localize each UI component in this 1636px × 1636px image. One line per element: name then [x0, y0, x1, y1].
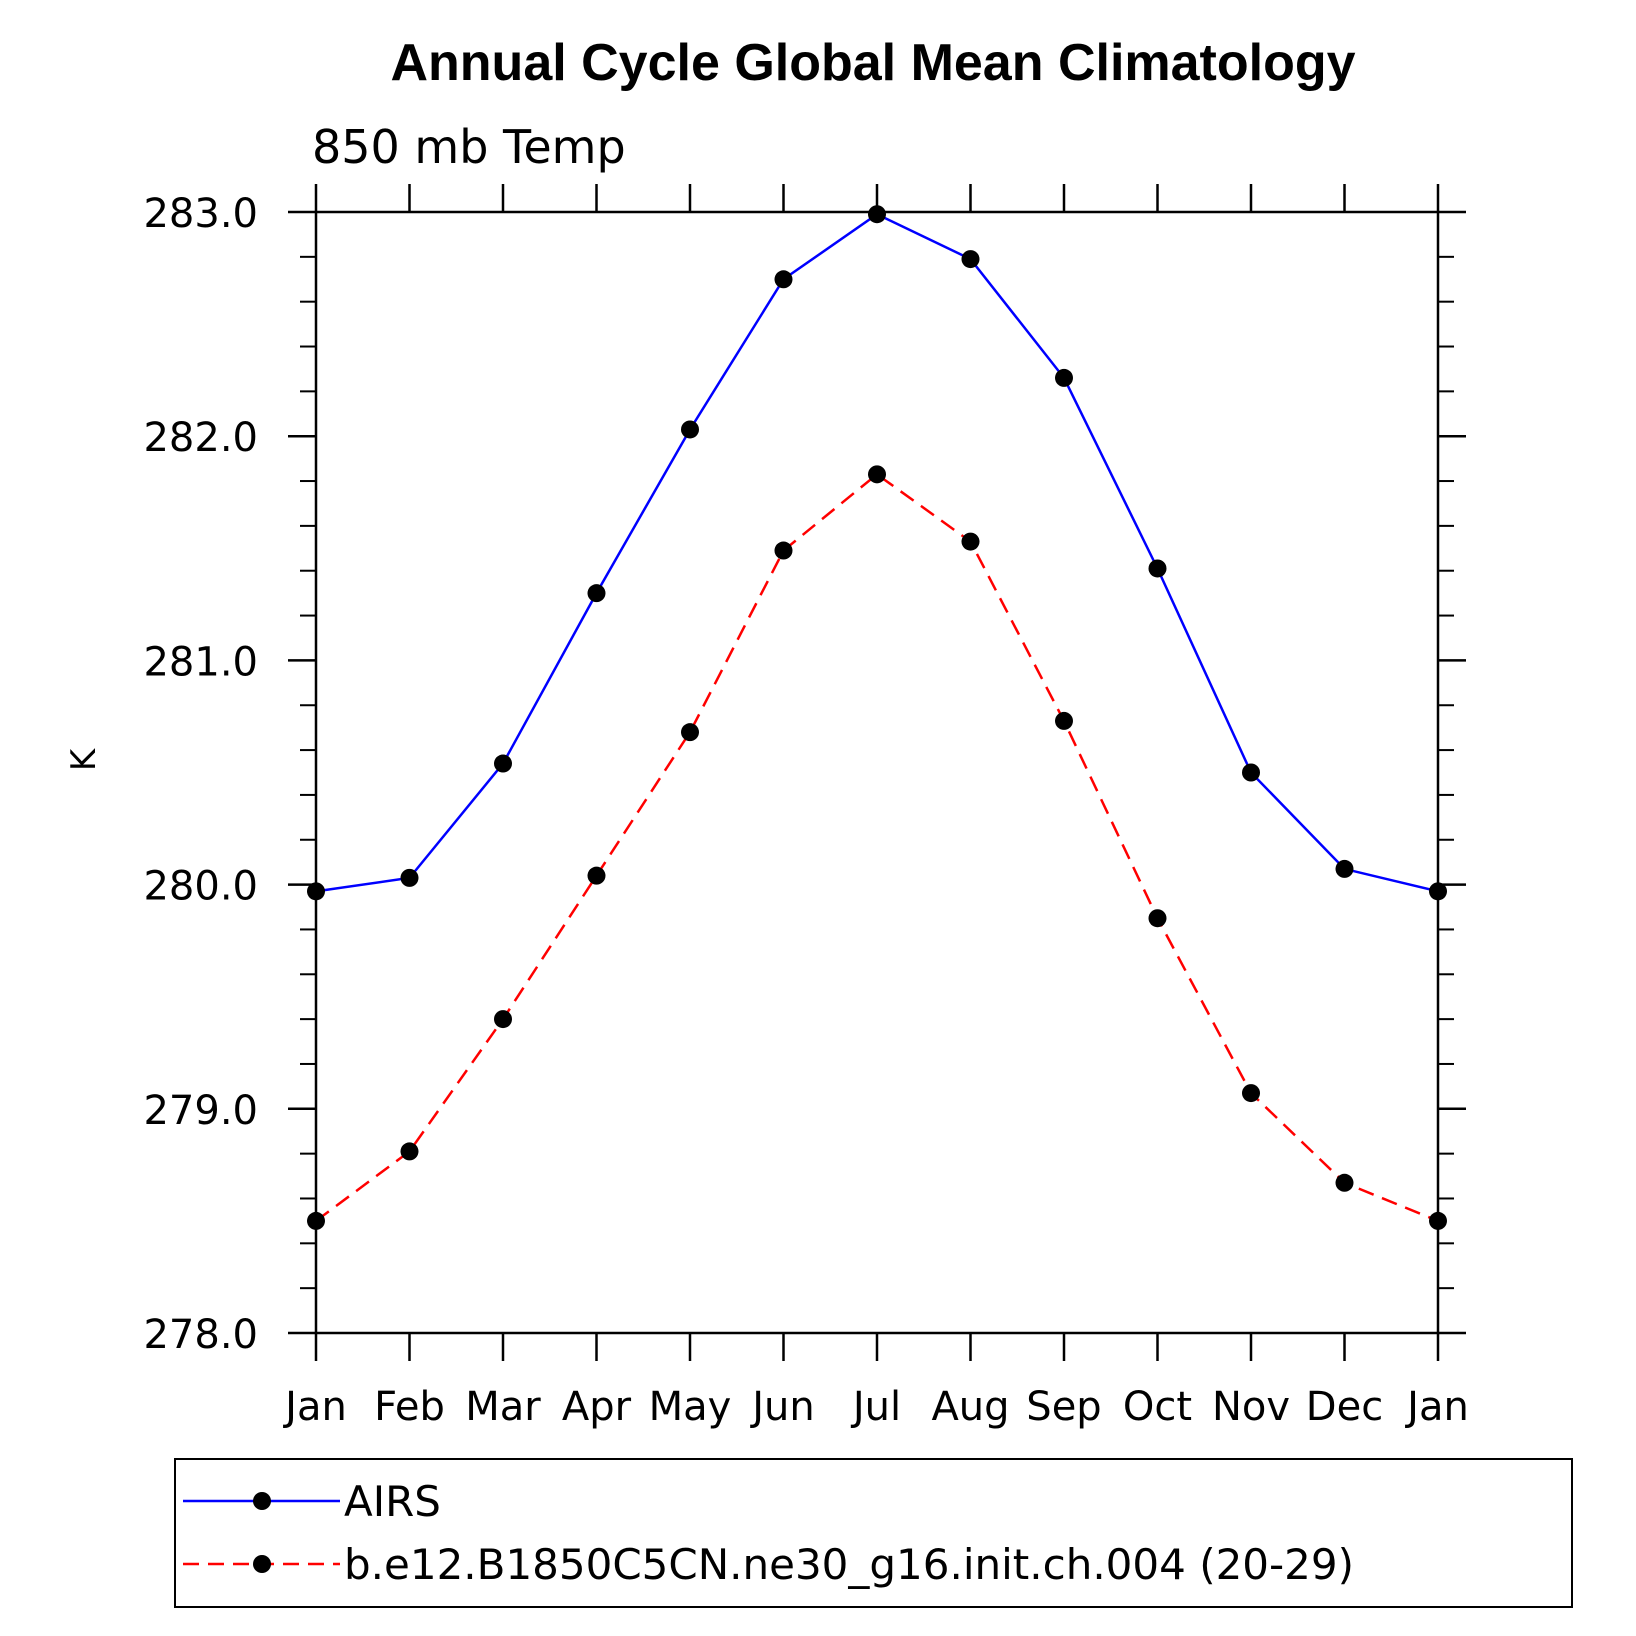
x-tick-label: Sep: [1026, 1384, 1101, 1430]
data-point: [494, 1010, 512, 1029]
x-tick-label: Aug: [931, 1384, 1009, 1430]
data-point: [681, 420, 699, 439]
chart-title: Annual Cycle Global Mean Climatology: [390, 34, 1355, 92]
legend-marker: [253, 1555, 271, 1573]
data-point: [1242, 1084, 1260, 1103]
x-tick-label: Oct: [1123, 1384, 1192, 1430]
x-tick-label: Mar: [465, 1384, 541, 1430]
data-point: [1055, 368, 1073, 387]
y-tick-label: 282.0: [143, 415, 258, 461]
y-tick-label: 281.0: [143, 639, 258, 685]
legend-marker: [253, 1492, 271, 1510]
data-point: [307, 1211, 325, 1230]
data-point: [868, 205, 886, 224]
x-tick-label: Nov: [1212, 1384, 1290, 1430]
x-tick-label: Jan: [1404, 1384, 1469, 1430]
legend-label: b.e12.B1850C5CN.ne30_g16.init.ch.004 (20…: [344, 1540, 1354, 1589]
legend-box: [174, 1458, 1573, 1608]
x-tick-label: Dec: [1306, 1384, 1383, 1430]
legend: AIRS b.e12.B1850C5CN.ne30_g16.init.ch.004…: [174, 1458, 1573, 1608]
x-tick-label: Jan: [282, 1384, 347, 1430]
data-point: [1335, 859, 1354, 878]
y-tick-label: 278.0: [143, 1312, 258, 1358]
data-point: [1242, 763, 1260, 782]
data-point: [1335, 1173, 1354, 1192]
series-line: [315, 472, 1439, 1223]
x-tick-label: Apr: [562, 1384, 632, 1430]
y-tick-label: 280.0: [143, 864, 258, 910]
data-point: [681, 723, 699, 742]
y-axis-label: K: [64, 747, 104, 771]
data-point: [307, 882, 325, 901]
plot-axes: Jan Feb Mar Apr May Jun Jul Aug Sep Oct Nov Dec Jan 2…: [143, 184, 1469, 1430]
x-tick-label: May: [649, 1384, 732, 1430]
data-point: [1148, 909, 1167, 928]
y-tick-label: 279.0: [143, 1088, 258, 1134]
data-point: [774, 541, 793, 560]
x-tick-label: Feb: [374, 1384, 445, 1430]
x-tick-label: Jun: [749, 1384, 815, 1430]
chart-subtitle: 850 mb Temp: [312, 120, 626, 174]
y-tick-label: 283.0: [143, 191, 258, 237]
data-point: [868, 465, 886, 484]
data-point: [494, 754, 512, 773]
series-group: [307, 465, 1447, 1230]
legend-label: AIRS: [344, 1477, 441, 1526]
series-line: [315, 212, 1439, 893]
plot-frame: [314, 210, 1440, 1335]
data-point: [961, 250, 980, 269]
data-point: [587, 866, 606, 885]
data-point: [1429, 882, 1447, 901]
series-group: [307, 205, 1447, 901]
data-point: [400, 1142, 419, 1161]
data-point: [587, 584, 606, 603]
data-point: [1148, 559, 1167, 578]
data-point: [961, 532, 980, 551]
data-point: [1429, 1211, 1447, 1230]
x-tick-label: Jul: [850, 1384, 901, 1430]
data-point: [1055, 711, 1073, 730]
series-layer: [307, 205, 1447, 1230]
data-point: [400, 868, 419, 887]
data-point: [774, 270, 793, 289]
